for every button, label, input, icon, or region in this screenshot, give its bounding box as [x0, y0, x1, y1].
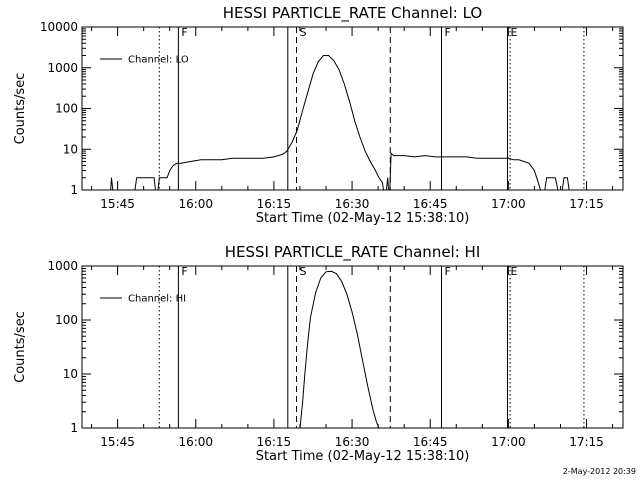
- x-tick-label: 16:45: [413, 197, 448, 211]
- x-tick-label: 16:30: [335, 435, 370, 449]
- marker-flag: F: [181, 26, 187, 39]
- marker-flag: S: [299, 26, 306, 39]
- y-tick-label: 1000: [47, 259, 78, 273]
- chart-title: HESSI PARTICLE_RATE Channel: LO: [223, 4, 482, 23]
- marker-flag: F: [445, 26, 451, 39]
- plot-frame: [81, 26, 624, 191]
- series-line: [299, 270, 380, 428]
- panel-lo: HESSI PARTICLE_RATE Channel: LO 1 10 100 100…: [13, 4, 624, 226]
- x-tick-label: 16:00: [178, 435, 213, 449]
- x-tick-label: 17:00: [491, 435, 526, 449]
- y-tick-label: 100: [55, 102, 78, 116]
- x-tick-label: 17:15: [569, 435, 604, 449]
- x-axis-label: Start Time (02-May-12 15:38:10): [256, 449, 470, 464]
- panel-hi: HESSI PARTICLE_RATE Channel: HI 1 10 100 100…: [13, 243, 624, 464]
- x-tick-label: 16:00: [178, 197, 213, 211]
- x-tick-label: 16:15: [257, 197, 292, 211]
- marker-flag: E: [511, 265, 518, 278]
- y-axis-label: Counts/sec: [13, 311, 28, 383]
- marker-flag: F: [181, 265, 187, 278]
- chart-title: HESSI PARTICLE_RATE Channel: HI: [225, 243, 481, 262]
- legend-label: Channel: HI: [128, 294, 186, 305]
- x-tick-label: 17:00: [491, 197, 526, 211]
- x-tick-label: 17:15: [569, 197, 604, 211]
- x-tick-label: 16:30: [335, 197, 370, 211]
- plot-frame: [81, 265, 624, 429]
- y-tick-label: 1: [70, 421, 78, 435]
- y-tick-label: 100: [55, 313, 78, 327]
- marker-flag: S: [299, 265, 306, 278]
- timestamp: 2-May-2012 20:39: [563, 467, 636, 476]
- marker-flag: E: [511, 26, 518, 39]
- y-tick-label: 10: [63, 367, 78, 381]
- y-tick-label: 10: [63, 142, 78, 156]
- y-tick-label: 1: [70, 183, 78, 197]
- x-tick-label: 15:45: [100, 197, 135, 211]
- x-axis-label: Start Time (02-May-12 15:38:10): [256, 211, 470, 226]
- legend-label: Channel: LO: [128, 55, 189, 66]
- x-tick-label: 16:15: [257, 435, 292, 449]
- marker-flag: F: [445, 265, 451, 278]
- x-tick-label: 15:45: [100, 435, 135, 449]
- series-line: [110, 55, 570, 190]
- y-tick-label: 1000: [47, 61, 78, 75]
- y-axis-label: Counts/sec: [13, 73, 28, 145]
- y-tick-label: 10000: [40, 20, 78, 34]
- x-tick-label: 16:45: [413, 435, 448, 449]
